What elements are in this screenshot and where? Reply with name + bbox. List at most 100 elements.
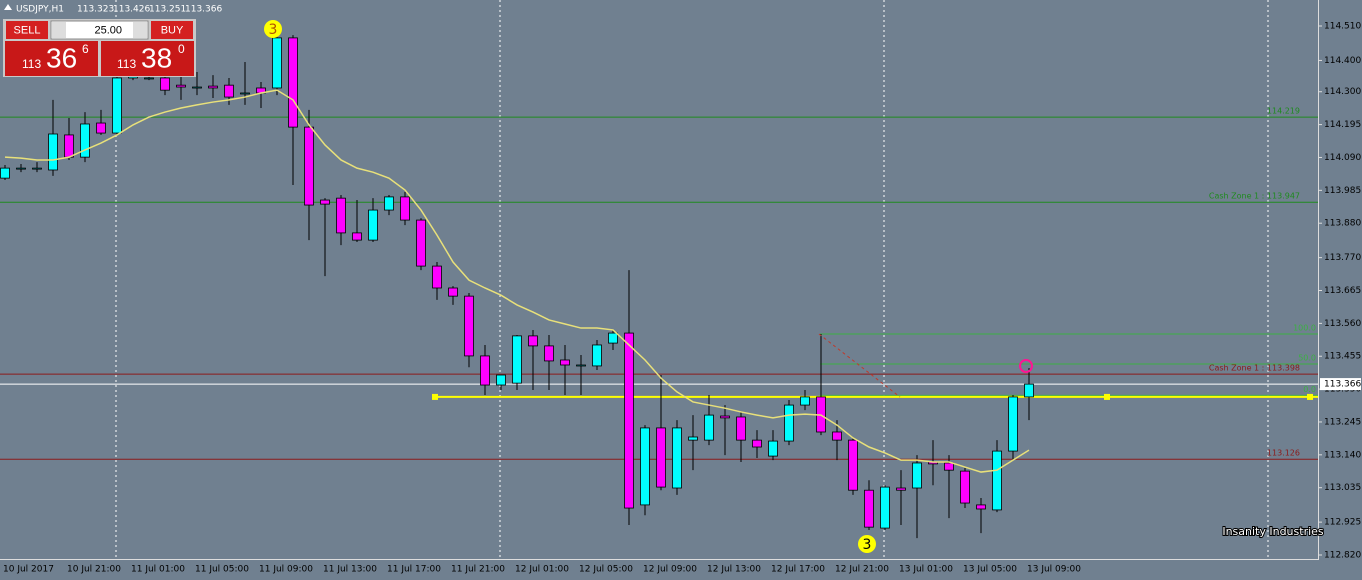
candle-body <box>112 77 122 134</box>
buy-price-box[interactable] <box>101 41 194 76</box>
y-tick-label: 113.560 <box>1324 319 1361 329</box>
lots-input[interactable] <box>50 20 149 40</box>
sell-price-prefix: 113 <box>22 57 41 71</box>
candle-body <box>160 77 170 91</box>
x-tick-label: 13 Jul 01:00 <box>899 565 953 575</box>
y-tick-label: 113.665 <box>1324 286 1361 296</box>
candle-body <box>848 439 858 491</box>
candle-body <box>768 440 778 457</box>
y-tick-label: 112.820 <box>1324 551 1361 561</box>
x-tick-label: 12 Jul 05:00 <box>579 565 633 575</box>
candle-body <box>608 332 618 344</box>
price-line-label: Cash Zone 1 : 113.947 <box>1209 192 1300 201</box>
candle-body <box>800 396 810 406</box>
candle-body <box>640 427 650 506</box>
candle-body <box>832 431 842 441</box>
header-high: 113.426 <box>113 5 150 15</box>
candle-body <box>944 462 954 471</box>
sell-button[interactable] <box>6 21 48 39</box>
current-price-label: 113.366 <box>1324 380 1361 390</box>
sell-price-sup: 6 <box>82 42 89 56</box>
buy-button[interactable] <box>151 21 193 39</box>
y-tick-label: 113.770 <box>1324 253 1361 263</box>
candle-body <box>16 167 26 170</box>
candle-body <box>720 415 730 419</box>
candle-body <box>752 439 762 448</box>
candle-body <box>400 196 410 221</box>
x-tick-label: 12 Jul 21:00 <box>835 565 889 575</box>
x-tick-label: 12 Jul 01:00 <box>515 565 569 575</box>
candle-body <box>896 487 906 491</box>
candle-body <box>272 37 282 89</box>
sell-price-main: 36 <box>46 42 77 73</box>
candle-body <box>512 335 522 384</box>
x-tick-label: 12 Jul 13:00 <box>707 565 761 575</box>
candle-body <box>384 196 394 211</box>
candle-body <box>96 122 106 134</box>
x-tick-label: 13 Jul 05:00 <box>963 565 1017 575</box>
candle-body <box>240 92 250 95</box>
candle-body <box>336 197 346 234</box>
level-handle <box>432 393 438 400</box>
candle-body <box>880 486 890 529</box>
trade-panel: SELL 25.00 BUY 113 36 6 113 38 0 <box>3 19 196 77</box>
y-tick-label: 113.140 <box>1324 450 1361 460</box>
candle-body <box>416 219 426 267</box>
candle-body <box>448 287 458 297</box>
candle-body <box>784 404 794 442</box>
y-tick-label: 113.985 <box>1324 186 1361 196</box>
candle-body <box>528 335 538 347</box>
price-line-label: 113.126 <box>1267 449 1300 458</box>
y-tick-label: 113.880 <box>1324 219 1361 229</box>
level-handle <box>1104 393 1110 400</box>
candle-body <box>464 295 474 357</box>
candle-body <box>304 126 314 206</box>
candle-body <box>976 504 986 510</box>
x-tick-label: 10 Jul 21:00 <box>67 565 121 575</box>
candle-body <box>560 359 570 366</box>
header-close: 113.366 <box>185 5 222 15</box>
fib-label: 50.0 <box>1298 354 1316 363</box>
wave-label: 3 <box>863 537 872 553</box>
lots-down[interactable] <box>52 22 66 38</box>
candle-body <box>688 436 698 441</box>
x-tick-label: 11 Jul 21:00 <box>451 565 505 575</box>
buy-price-sup: 0 <box>178 42 185 56</box>
y-tick-label: 114.195 <box>1324 120 1361 130</box>
trend-line <box>818 333 901 398</box>
lots-up[interactable] <box>133 22 147 38</box>
y-tick-label: 114.400 <box>1324 56 1361 66</box>
x-tick-label: 11 Jul 01:00 <box>131 565 185 575</box>
sell-price-box[interactable] <box>5 41 98 76</box>
fib-label: 0.0 <box>1303 385 1316 394</box>
watermark: Insanity Industries <box>1222 525 1324 538</box>
candle-body <box>912 462 922 489</box>
x-tick-label: 10 Jul 2017 <box>3 565 54 575</box>
sell-label: SELL <box>14 24 41 36</box>
candle-body <box>64 134 74 158</box>
candle-body <box>176 84 186 88</box>
candle-body <box>352 232 362 241</box>
candle-body <box>432 265 442 289</box>
candle-body <box>624 332 634 509</box>
candle-body <box>736 416 746 441</box>
wave-marker <box>264 20 282 38</box>
candle-body <box>224 84 234 98</box>
candle-body <box>992 450 1002 511</box>
symbol-title: USDJPY,H1 <box>16 5 64 15</box>
candle-body <box>0 167 10 179</box>
price-line-label: Cash Zone 1 : 113.398 <box>1209 364 1300 373</box>
candle-body <box>496 374 506 386</box>
collapse-icon[interactable] <box>4 4 12 10</box>
candle-body <box>48 133 58 171</box>
x-tick-label: 11 Jul 13:00 <box>323 565 377 575</box>
header-open: 113.323 <box>77 5 114 15</box>
x-tick-label: 11 Jul 05:00 <box>195 565 249 575</box>
wave-label: 3 <box>269 22 278 38</box>
candle-body <box>576 364 586 367</box>
marker <box>1019 359 1033 373</box>
x-tick-label: 12 Jul 17:00 <box>771 565 825 575</box>
wave-marker <box>858 535 876 553</box>
candle-body <box>864 489 874 528</box>
